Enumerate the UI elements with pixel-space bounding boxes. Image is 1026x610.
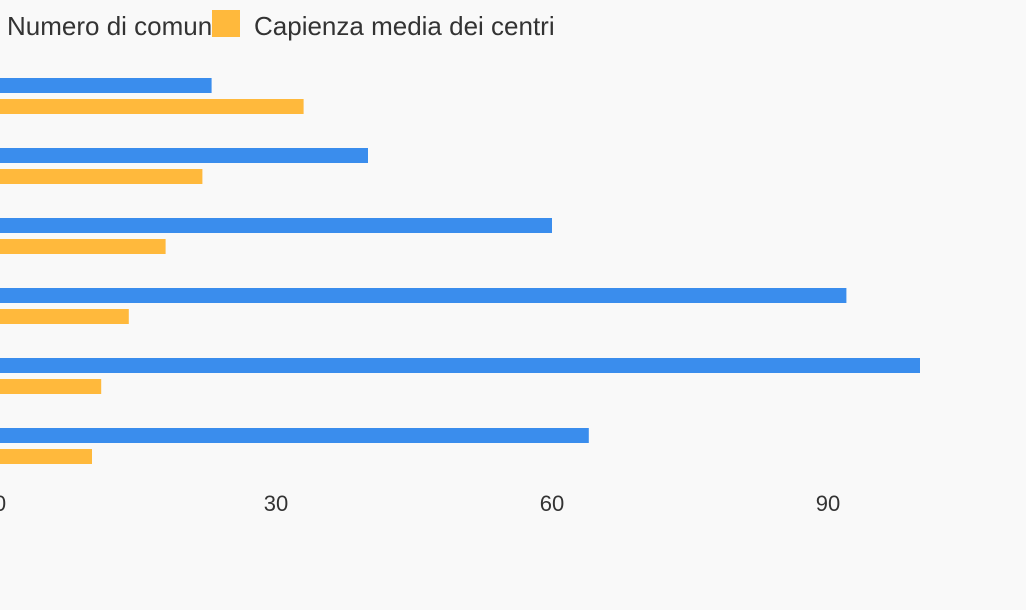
bar-capienza-media-4[interactable]: [0, 309, 129, 324]
chart-legend: Numero di comuni Capienza media dei cent…: [0, 0, 1026, 52]
bar-numero-comuni-1[interactable]: [0, 78, 212, 93]
legend-label-numero-di-comuni: Numero di comuni: [7, 11, 218, 41]
bar-numero-comuni-5[interactable]: [0, 358, 920, 373]
bar-capienza-media-1[interactable]: [0, 99, 304, 114]
legend-label-capienza-media: Capienza media dei centri: [254, 11, 555, 41]
bar-capienza-media-3[interactable]: [0, 239, 166, 254]
legend-swatch-orange-icon: [212, 10, 240, 37]
bar-capienza-media-6[interactable]: [0, 449, 92, 464]
bar-numero-comuni-4[interactable]: [0, 288, 847, 303]
bar-capienza-media-5[interactable]: [0, 379, 102, 394]
x-tick-label: 30: [264, 491, 288, 516]
bar-numero-comuni-3[interactable]: [0, 218, 552, 233]
bar-capienza-media-2[interactable]: [0, 169, 203, 184]
x-tick-label: 0: [0, 491, 6, 516]
x-tick-label: 60: [540, 491, 564, 516]
x-tick-label: 90: [816, 491, 840, 516]
bar-numero-comuni-2[interactable]: [0, 148, 368, 163]
bar-numero-comuni-6[interactable]: [0, 428, 589, 443]
